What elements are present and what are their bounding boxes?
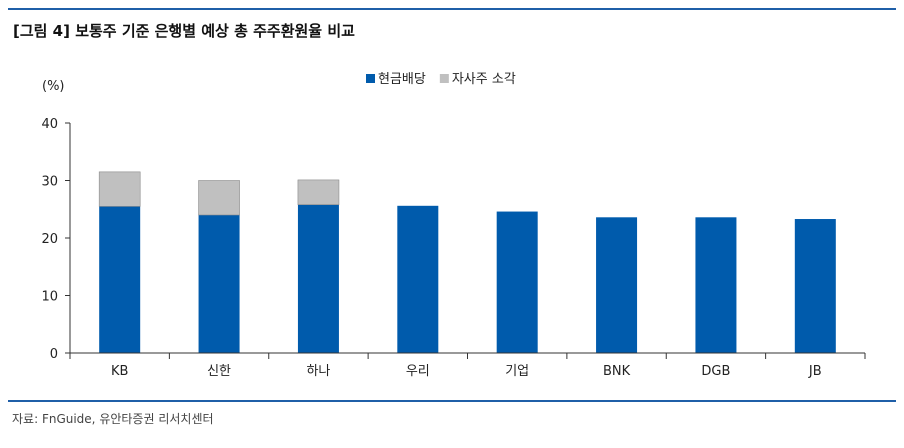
y-tick-label: 0 [50, 347, 58, 362]
bar-buyback [198, 180, 240, 216]
x-tick-label: 하나 [306, 364, 330, 379]
y-tick-label: 40 [41, 117, 58, 132]
x-tick-label: BNK [603, 364, 631, 379]
legend-swatch-buyback [439, 74, 449, 83]
y-axis-unit-label: (%) [42, 79, 65, 94]
x-tick-label: 기업 [505, 364, 529, 379]
bar-cash-dividend [794, 219, 836, 353]
bar-buyback [297, 179, 340, 205]
y-tick-label: 20 [41, 232, 58, 247]
bar-cash-dividend [596, 217, 638, 353]
bar-cash-dividend [198, 215, 240, 353]
y-axis: 0 10 20 30 40 [41, 117, 71, 362]
x-axis: KB 신한 하나 우리 기업 BNK DGB JB [69, 352, 866, 379]
legend: 현금배당 자사주 소각 [366, 72, 516, 87]
top-rule [8, 8, 896, 10]
legend-label: 자사주 소각 [452, 72, 516, 87]
y-tick-label: 30 [41, 175, 58, 190]
bar-cash-dividend [397, 205, 439, 353]
source-note: 자료: FnGuide, 유안타증권 리서치센터 [12, 412, 214, 426]
bottom-rule [8, 400, 896, 402]
x-tick-label: 신한 [207, 364, 231, 379]
chart-area: (%) 현금배당 자사주 소각 0 10 20 30 40 KB 신한 하나 우리 기업 BNK DG… [41, 72, 866, 379]
figure-title: [그림 4] 보통주 기준 은행별 예상 총 주주환원율 비교 [13, 22, 355, 40]
bar-cash-dividend [496, 211, 538, 353]
bar-cash-dividend [695, 217, 737, 353]
x-tick-label: DGB [701, 364, 730, 379]
bar-cash-dividend [297, 204, 339, 353]
bars [98, 171, 836, 353]
x-tick-label: 우리 [406, 364, 430, 379]
bar-buyback [98, 171, 141, 207]
legend-swatch-cash-dividend [366, 74, 375, 83]
legend-label: 현금배당 [378, 72, 426, 87]
x-tick-label: JB [808, 364, 822, 379]
y-tick-label: 10 [41, 290, 58, 305]
x-tick-label: KB [111, 364, 128, 379]
bar-cash-dividend [99, 206, 141, 353]
